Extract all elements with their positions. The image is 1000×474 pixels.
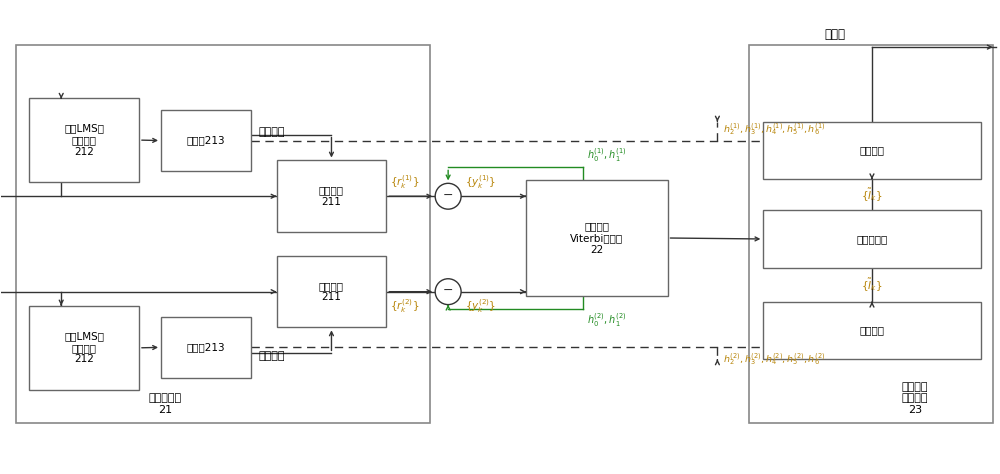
- Text: −: −: [443, 189, 453, 202]
- Text: $h_0^{(1)},h_1^{(1)}$: $h_0^{(1)},h_1^{(1)}$: [587, 146, 626, 164]
- FancyBboxPatch shape: [161, 110, 251, 172]
- Text: $\{r_k^{(1)}\}$: $\{r_k^{(1)}\}$: [390, 173, 420, 191]
- Text: 分数间隔
Viterbi译码器
22: 分数间隔 Viterbi译码器 22: [570, 221, 623, 255]
- Text: 预滤波模块
21: 预滤波模块 21: [149, 393, 182, 415]
- FancyBboxPatch shape: [763, 301, 981, 359]
- Text: 第二LMS信
道估计器
212: 第二LMS信 道估计器 212: [64, 331, 104, 365]
- Text: 预滤波器
211: 预滤波器 211: [319, 281, 344, 302]
- Text: $\{y_k^{(1)}\}$: $\{y_k^{(1)}\}$: [465, 173, 496, 191]
- Text: 反馈模块: 反馈模块: [859, 146, 884, 155]
- Text: $\{\tilde{I}_k\}$: $\{\tilde{I}_k\}$: [861, 276, 883, 293]
- Text: 计算器213: 计算器213: [187, 136, 225, 146]
- Text: $\{r_k^{(2)}\}$: $\{r_k^{(2)}\}$: [390, 297, 420, 315]
- FancyBboxPatch shape: [29, 306, 139, 390]
- Text: −: −: [443, 284, 453, 297]
- Text: 第二LMS信
道估计器
212: 第二LMS信 道估计器 212: [64, 123, 104, 157]
- Text: 预滤波器
211: 预滤波器 211: [319, 185, 344, 207]
- FancyBboxPatch shape: [763, 210, 981, 268]
- Text: $h_0^{(2)},h_1^{(2)}$: $h_0^{(2)},h_1^{(2)}$: [587, 311, 626, 329]
- Circle shape: [435, 279, 461, 305]
- FancyBboxPatch shape: [763, 122, 981, 179]
- FancyBboxPatch shape: [29, 98, 139, 182]
- FancyBboxPatch shape: [161, 317, 251, 378]
- Text: $\{y_k^{(2)}\}$: $\{y_k^{(2)}\}$: [465, 297, 496, 315]
- FancyBboxPatch shape: [277, 161, 386, 232]
- Text: 硬判决模块: 硬判决模块: [856, 234, 888, 244]
- Circle shape: [435, 183, 461, 209]
- FancyBboxPatch shape: [749, 45, 993, 423]
- Text: $h_2^{(1)},h_3^{(1)},h_4^{(1)},h_5^{(1)},h_6^{(1)}$: $h_2^{(1)},h_3^{(1)},h_4^{(1)},h_5^{(1)}…: [723, 121, 826, 137]
- Text: 软输出: 软输出: [824, 28, 845, 41]
- Text: 信道响应: 信道响应: [259, 127, 285, 137]
- FancyBboxPatch shape: [277, 256, 386, 328]
- Text: 计算器213: 计算器213: [187, 342, 225, 352]
- FancyBboxPatch shape: [526, 180, 668, 296]
- Text: 信道响应: 信道响应: [259, 351, 285, 361]
- Text: 反馈模块: 反馈模块: [859, 326, 884, 336]
- Text: $h_2^{(2)},h_3^{(2)},h_4^{(2)},h_5^{(2)},h_6^{(2)}$: $h_2^{(2)},h_3^{(2)},h_4^{(2)},h_5^{(2)}…: [723, 351, 826, 367]
- Text: 反馈和硬
判决模块
23: 反馈和硬 判决模块 23: [902, 382, 928, 415]
- Text: $\{\tilde{I}_k\}$: $\{\tilde{I}_k\}$: [861, 186, 883, 203]
- FancyBboxPatch shape: [16, 45, 430, 423]
